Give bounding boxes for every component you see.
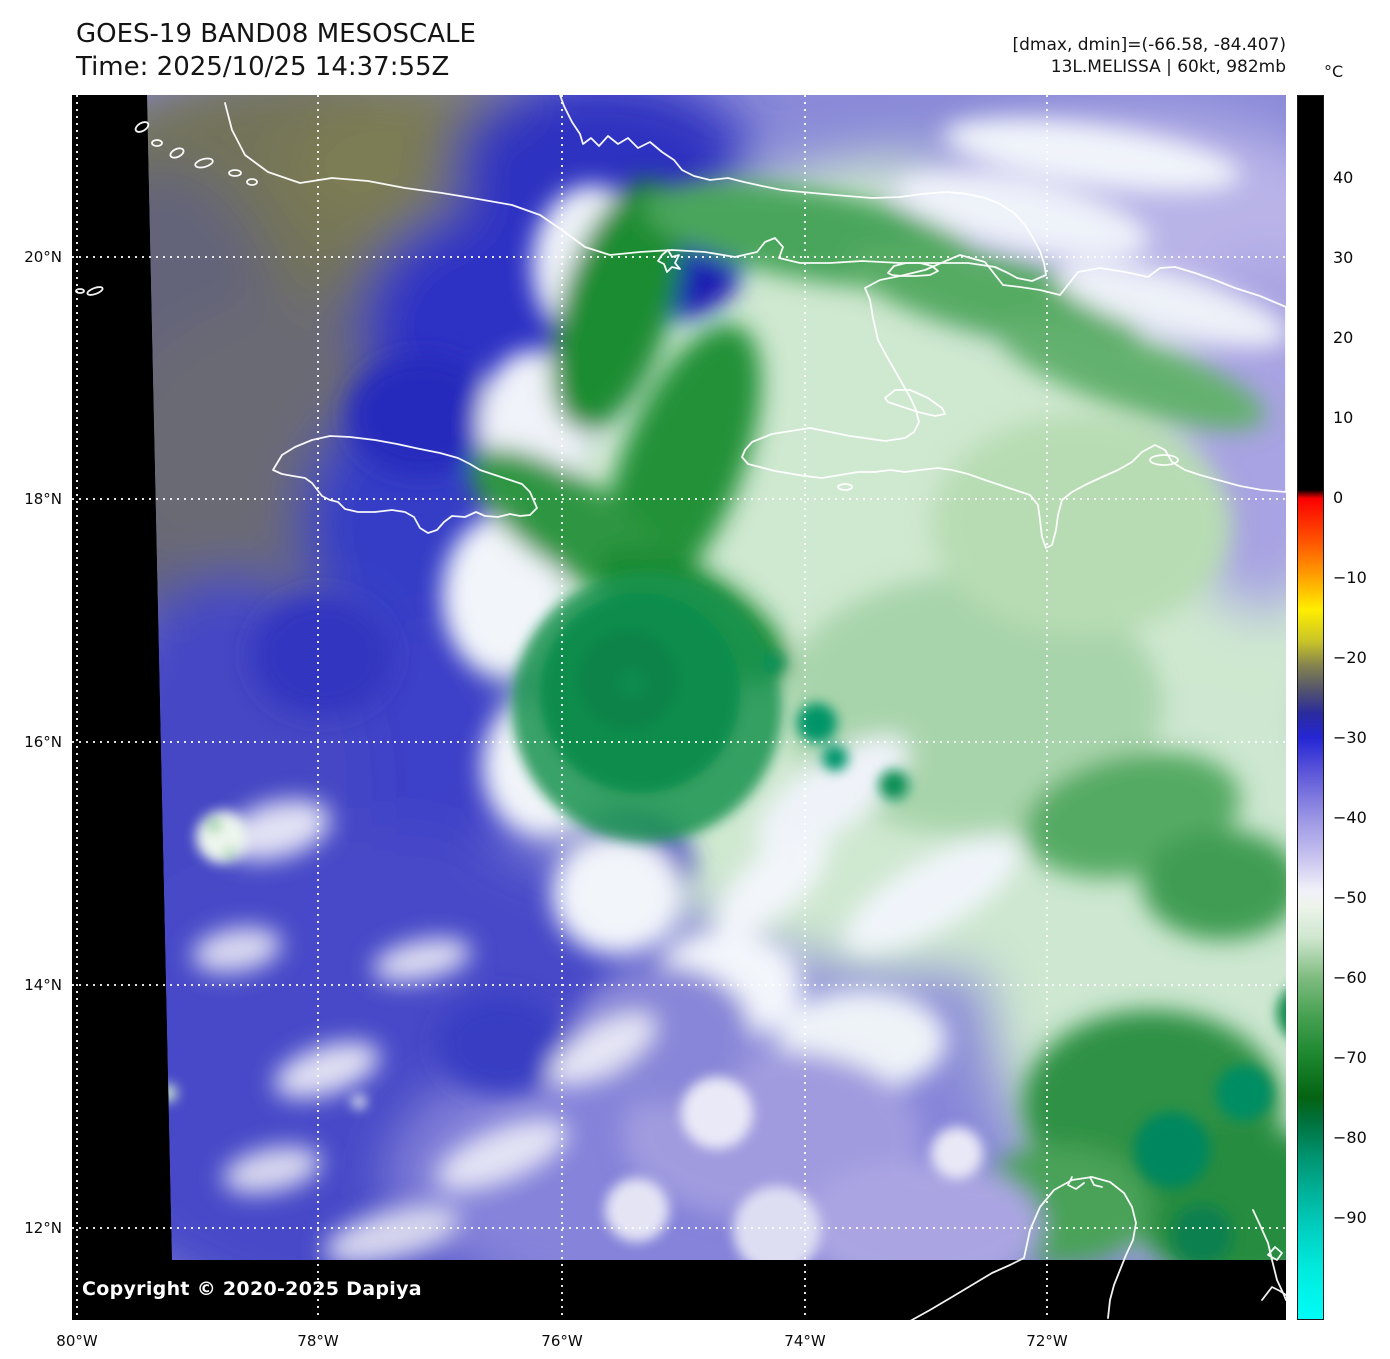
coastline-south-america	[910, 1176, 1137, 1320]
storm-status: 13L.MELISSA | 60kt, 982mb	[1050, 57, 1286, 77]
colorbar-tick-label: −50	[1333, 888, 1367, 907]
latitude-tick-label: 20°N	[24, 248, 62, 266]
cloud-imagery	[147, 95, 1286, 1260]
colorbar-tick-label: 20	[1333, 328, 1354, 347]
longitude-tick-label: 72°W	[1026, 1332, 1068, 1350]
coastline-jamaica	[272, 435, 538, 534]
coastline-cuba	[224, 95, 1047, 282]
longitude-tick-label: 76°W	[541, 1332, 583, 1350]
colorbar-tick-label: −10	[1333, 568, 1367, 587]
coastline-guajira	[1252, 1209, 1286, 1301]
satellite-map: Copyright © 2020-2025 Dapiya	[72, 95, 1286, 1320]
longitude-tick-label: 78°W	[297, 1332, 339, 1350]
colorbar-tick-label: −40	[1333, 808, 1367, 827]
coastline-cuba-cays	[657, 249, 681, 273]
storm-info-block: [dmax, dmin]=(-66.58, -84.407) 13L.MELIS…	[1013, 34, 1287, 78]
longitude-tick-label: 74°W	[784, 1332, 826, 1350]
colorbar-tick-label: −60	[1333, 968, 1367, 987]
small-islands-cayman	[75, 121, 258, 296]
satellite-canvas	[72, 95, 1286, 1320]
coastlines	[75, 95, 1286, 1320]
colorbar-tick-label: 40	[1333, 168, 1354, 187]
title-block: GOES-19 BAND08 MESOSCALE Time: 2025/10/2…	[76, 18, 476, 84]
colorbar-tick-label: −70	[1333, 1048, 1367, 1067]
coastline-gonave	[884, 389, 946, 417]
latitude-tick-label: 14°N	[24, 976, 62, 994]
latitude-tick-label: 18°N	[24, 490, 62, 508]
colorbar-tick-label: −80	[1333, 1128, 1367, 1147]
grid-lines	[72, 95, 1286, 1320]
colorbar-unit-label: °C	[1324, 62, 1344, 81]
copyright-watermark: Copyright © 2020-2025 Dapiya	[82, 1278, 422, 1300]
island-ile-a-vache	[837, 483, 853, 491]
dmax-dmin-readout: [dmax, dmin]=(-66.58, -84.407)	[1012, 35, 1287, 55]
longitude-tick-label: 80°W	[56, 1332, 98, 1350]
colorbar-tick-label: 10	[1333, 408, 1354, 427]
coastline-tortuga	[887, 262, 939, 277]
colorbar-tick-label: −30	[1333, 728, 1367, 747]
page-title: GOES-19 BAND08 MESOSCALE	[76, 19, 476, 49]
latitude-tick-label: 16°N	[24, 733, 62, 751]
temperature-colorbar	[1297, 95, 1324, 1320]
colorbar-tick-label: 30	[1333, 248, 1354, 267]
colorbar-tick-label: 0	[1333, 488, 1344, 507]
colorbar-tick-label: −90	[1333, 1208, 1367, 1227]
coastline-hispaniola	[741, 254, 1286, 549]
colorbar-tick-label: −20	[1333, 648, 1367, 667]
timestamp: Time: 2025/10/25 14:37:55Z	[76, 52, 450, 82]
latitude-tick-label: 12°N	[24, 1219, 62, 1237]
lake-enriquillo	[1149, 454, 1179, 466]
